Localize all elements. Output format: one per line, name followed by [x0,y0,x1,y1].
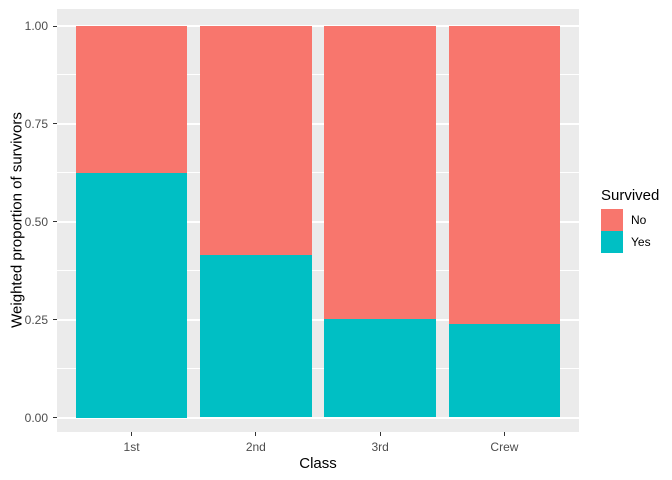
gridline-major [57,318,579,321]
gridline-major [57,416,579,419]
y-tick-label: 0.50 [24,214,48,229]
legend-keys: No Yes [601,209,659,253]
gridline-major [57,25,579,27]
plot-panel [57,9,579,432]
legend-key-swatch [601,231,623,253]
bar-crew-yes [448,323,561,418]
gridline-minor [57,270,579,272]
x-tick-label: 2nd [245,440,266,454]
bar-1st-no [75,26,188,173]
x-tick-label: Crew [490,440,519,454]
legend-title: Survived [601,187,660,204]
y-tick-label: 1.00 [24,19,48,33]
legend: Survived No Yes [601,187,659,253]
x-axis-title: Class [299,455,337,472]
bar-3rd-yes [324,318,437,418]
gridline-major [57,122,579,125]
bar-crew-no [448,26,561,324]
y-tick [53,25,57,27]
y-tick-label: 0.00 [24,410,48,425]
x-tick [131,432,133,436]
bar-2nd-yes [199,255,312,418]
y-tick [53,417,57,418]
legend-key-swatch [601,209,623,231]
gridline-minor [57,74,579,76]
y-tick [53,221,57,223]
x-tick [379,432,381,436]
bar-3rd-no [324,26,437,319]
gridline-major [57,220,579,223]
x-tick-label: 1st [123,440,140,454]
x-tick-label: 3rd [371,440,389,454]
gridline-minor [57,172,579,174]
legend-entry-label: No [631,213,647,227]
y-tick [53,319,57,321]
x-tick [503,432,505,436]
gridline-minor [57,368,579,370]
y-tick [53,123,57,125]
legend-entry-no: No [601,209,659,231]
y-tick-label: 0.25 [24,312,48,327]
bar-1st-yes [75,172,188,418]
legend-entry-yes: Yes [601,231,659,253]
bar-2nd-no [199,26,312,256]
x-tick [255,432,257,436]
y-tick-label: 0.75 [24,116,48,131]
legend-entry-label: Yes [631,235,651,249]
